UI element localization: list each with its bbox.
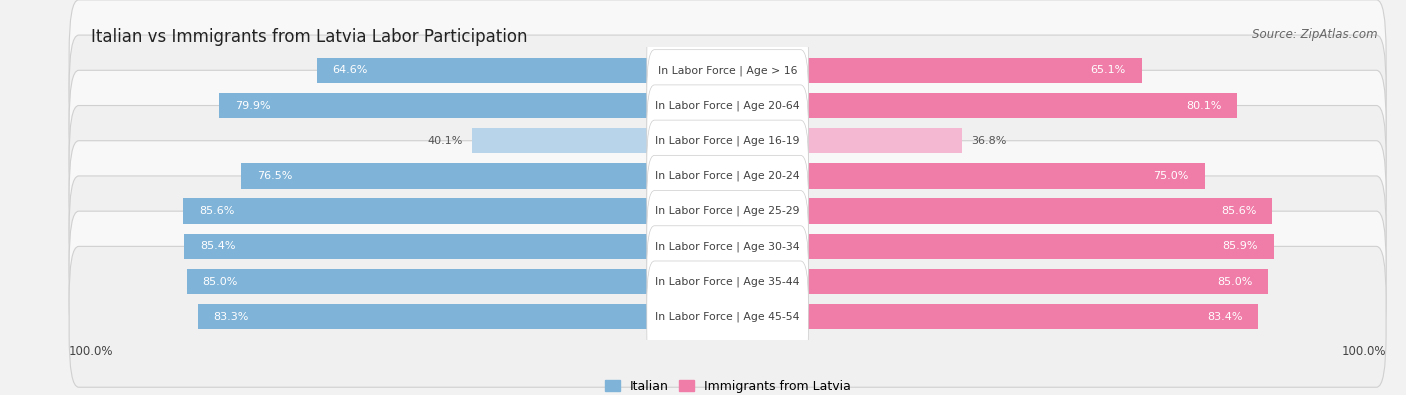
Text: In Labor Force | Age 16-19: In Labor Force | Age 16-19: [655, 135, 800, 146]
Text: 85.0%: 85.0%: [1218, 276, 1253, 287]
FancyBboxPatch shape: [647, 226, 808, 337]
FancyBboxPatch shape: [647, 155, 808, 267]
Text: 83.3%: 83.3%: [214, 312, 249, 322]
Bar: [728, 304, 1258, 329]
Text: 85.6%: 85.6%: [1220, 206, 1257, 216]
Legend: Italian, Immigrants from Latvia: Italian, Immigrants from Latvia: [600, 375, 855, 395]
Text: Italian vs Immigrants from Latvia Labor Participation: Italian vs Immigrants from Latvia Labor …: [91, 28, 527, 46]
FancyBboxPatch shape: [69, 0, 1386, 141]
Text: In Labor Force | Age 25-29: In Labor Force | Age 25-29: [655, 206, 800, 216]
Text: 64.6%: 64.6%: [332, 65, 368, 75]
Text: In Labor Force | Age > 16: In Labor Force | Age > 16: [658, 65, 797, 75]
FancyBboxPatch shape: [647, 85, 808, 197]
Text: In Labor Force | Age 35-44: In Labor Force | Age 35-44: [655, 276, 800, 287]
Bar: [240, 163, 728, 189]
Text: In Labor Force | Age 20-24: In Labor Force | Age 20-24: [655, 171, 800, 181]
FancyBboxPatch shape: [647, 15, 808, 126]
Text: 85.9%: 85.9%: [1223, 241, 1258, 251]
Text: Source: ZipAtlas.com: Source: ZipAtlas.com: [1253, 28, 1378, 41]
Text: In Labor Force | Age 30-34: In Labor Force | Age 30-34: [655, 241, 800, 252]
Text: In Labor Force | Age 20-64: In Labor Force | Age 20-64: [655, 100, 800, 111]
Text: 65.1%: 65.1%: [1091, 65, 1126, 75]
FancyBboxPatch shape: [647, 120, 808, 232]
Text: 80.1%: 80.1%: [1185, 100, 1222, 111]
Bar: [187, 269, 728, 294]
Bar: [472, 128, 728, 153]
Text: 85.4%: 85.4%: [200, 241, 236, 251]
Text: 83.4%: 83.4%: [1206, 312, 1243, 322]
Bar: [728, 128, 962, 153]
FancyBboxPatch shape: [69, 141, 1386, 282]
Bar: [728, 269, 1268, 294]
Text: 85.6%: 85.6%: [198, 206, 235, 216]
FancyBboxPatch shape: [647, 261, 808, 372]
Text: In Labor Force | Age 45-54: In Labor Force | Age 45-54: [655, 312, 800, 322]
Text: 76.5%: 76.5%: [257, 171, 292, 181]
Bar: [183, 198, 728, 224]
Bar: [728, 234, 1274, 259]
FancyBboxPatch shape: [69, 176, 1386, 317]
FancyBboxPatch shape: [69, 70, 1386, 211]
FancyBboxPatch shape: [69, 246, 1386, 387]
Bar: [198, 304, 728, 329]
Text: 85.0%: 85.0%: [202, 276, 238, 287]
Text: 79.9%: 79.9%: [235, 100, 271, 111]
FancyBboxPatch shape: [69, 105, 1386, 246]
Text: 40.1%: 40.1%: [427, 136, 463, 146]
Bar: [728, 198, 1272, 224]
Bar: [219, 93, 728, 118]
Bar: [728, 163, 1205, 189]
FancyBboxPatch shape: [69, 211, 1386, 352]
FancyBboxPatch shape: [647, 50, 808, 161]
Bar: [728, 58, 1142, 83]
FancyBboxPatch shape: [647, 190, 808, 302]
Bar: [728, 93, 1237, 118]
FancyBboxPatch shape: [69, 35, 1386, 176]
Text: 36.8%: 36.8%: [972, 136, 1007, 146]
Bar: [316, 58, 728, 83]
Bar: [184, 234, 728, 259]
Text: 75.0%: 75.0%: [1153, 171, 1189, 181]
